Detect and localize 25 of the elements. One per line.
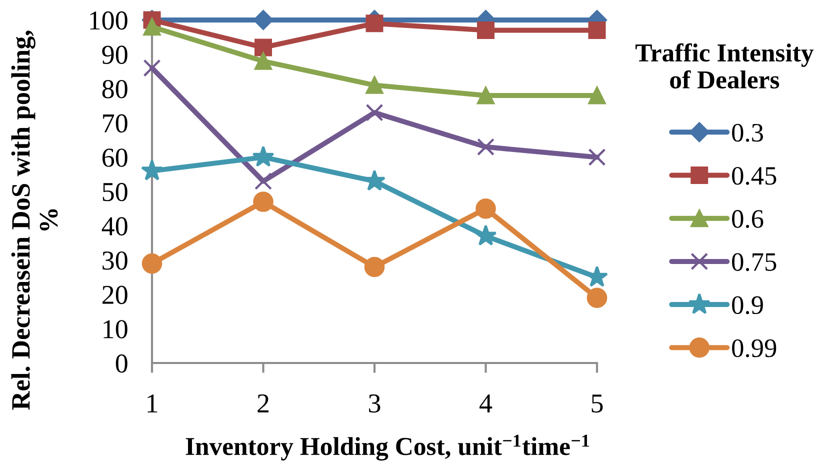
- x-tick-label: 5: [592, 394, 603, 413]
- y-tick-label: 10: [104, 320, 128, 338]
- legend-label: 0.45: [732, 166, 776, 185]
- y-tick-label: 80: [102, 80, 128, 98]
- y-tick-label: 0: [116, 354, 128, 373]
- legend-label: 0.3: [732, 124, 763, 142]
- x-axis-title: Inventory Holding Cost, unit$^{−1}$time$^{−1}$: [186, 434, 590, 461]
- y-tick-label: 20: [102, 286, 128, 304]
- x-tick-label: 1: [148, 394, 158, 412]
- y-tick-label: 100: [90, 11, 128, 30]
- x-tick-label: 3: [369, 394, 380, 413]
- x-tick-label: 2: [258, 394, 269, 412]
- y-tick-label: 40: [102, 217, 128, 236]
- legend-label: 0.99: [732, 339, 776, 358]
- legend-label: 0.6: [732, 210, 764, 228]
- y-tick-label: 30: [102, 251, 128, 270]
- legend-label: 0.75: [732, 253, 776, 272]
- y-tick-label: 90: [102, 46, 128, 64]
- x-tick-label: 4: [480, 394, 492, 412]
- y-tick-label: 70: [103, 114, 128, 133]
- legend-label: 0.9: [732, 296, 763, 314]
- y-tick-label: 60: [102, 148, 128, 167]
- y-axis-title: Rel. Decreasein DoS with pooling, %: [11, 30, 58, 410]
- legend-title: Traffic Intensity of Dealers: [636, 43, 814, 89]
- y-tick-label: 50: [102, 182, 128, 202]
